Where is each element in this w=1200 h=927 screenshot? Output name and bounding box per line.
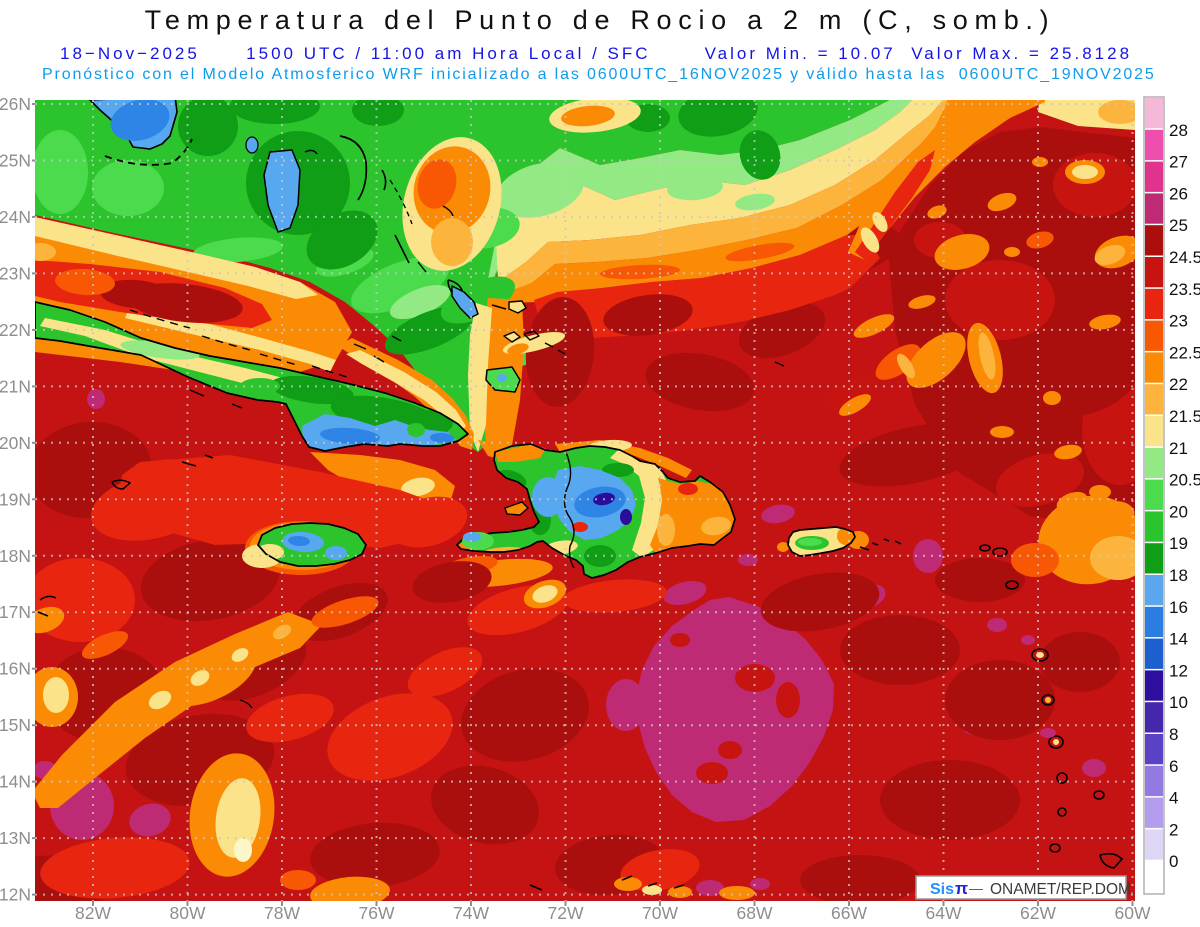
svg-text:78W: 78W [264, 903, 300, 923]
svg-text:0: 0 [1169, 852, 1178, 871]
svg-text:17N: 17N [0, 602, 31, 622]
svg-text:68W: 68W [737, 903, 773, 923]
svg-text:8: 8 [1169, 725, 1178, 744]
svg-text:26N: 26N [0, 94, 31, 114]
svg-text:23.5: 23.5 [1169, 280, 1200, 299]
svg-text:60W: 60W [1115, 903, 1151, 923]
svg-text:13N: 13N [0, 828, 31, 848]
svg-text:28: 28 [1169, 121, 1188, 140]
svg-text:15N: 15N [0, 715, 31, 735]
svg-text:Sis: Sis [930, 881, 954, 898]
svg-text:24.5: 24.5 [1169, 248, 1200, 267]
svg-text:24N: 24N [0, 207, 31, 227]
svg-text:70W: 70W [642, 903, 678, 923]
svg-text:19N: 19N [0, 489, 31, 509]
svg-text:12: 12 [1169, 661, 1188, 680]
svg-text:21: 21 [1169, 439, 1188, 458]
svg-text:22: 22 [1169, 375, 1188, 394]
svg-text:π: π [955, 879, 968, 898]
svg-text:22.5: 22.5 [1169, 343, 1200, 362]
svg-text:6: 6 [1169, 757, 1178, 776]
svg-text:10: 10 [1169, 693, 1188, 712]
svg-text:62W: 62W [1020, 903, 1056, 923]
svg-text:19: 19 [1169, 534, 1188, 553]
svg-text:72W: 72W [548, 903, 584, 923]
svg-text:21N: 21N [0, 376, 31, 396]
svg-text:21.5: 21.5 [1169, 407, 1200, 426]
svg-text:20N: 20N [0, 433, 31, 453]
svg-text:14N: 14N [0, 772, 31, 792]
svg-text:23: 23 [1169, 312, 1188, 331]
svg-text:80W: 80W [170, 903, 206, 923]
svg-text:2: 2 [1169, 820, 1178, 839]
svg-text:18N: 18N [0, 546, 31, 566]
svg-text:74W: 74W [453, 903, 489, 923]
svg-text:18: 18 [1169, 566, 1188, 585]
svg-text:—: — [969, 880, 983, 896]
svg-text:82W: 82W [75, 903, 111, 923]
svg-text:16N: 16N [0, 659, 31, 679]
svg-text:27: 27 [1169, 153, 1188, 172]
svg-text:12N: 12N [0, 885, 31, 905]
svg-text:16: 16 [1169, 598, 1188, 617]
svg-text:76W: 76W [359, 903, 395, 923]
svg-text:64W: 64W [926, 903, 962, 923]
svg-text:26: 26 [1169, 184, 1188, 203]
svg-text:ONAMET/REP.DOM.: ONAMET/REP.DOM. [990, 881, 1135, 898]
svg-text:25N: 25N [0, 151, 31, 171]
svg-text:20: 20 [1169, 502, 1188, 521]
svg-text:23N: 23N [0, 263, 31, 283]
svg-text:20.5: 20.5 [1169, 471, 1200, 490]
svg-text:14: 14 [1169, 630, 1188, 649]
svg-text:22N: 22N [0, 320, 31, 340]
svg-text:4: 4 [1169, 789, 1178, 808]
svg-text:25: 25 [1169, 216, 1188, 235]
svg-text:66W: 66W [831, 903, 867, 923]
